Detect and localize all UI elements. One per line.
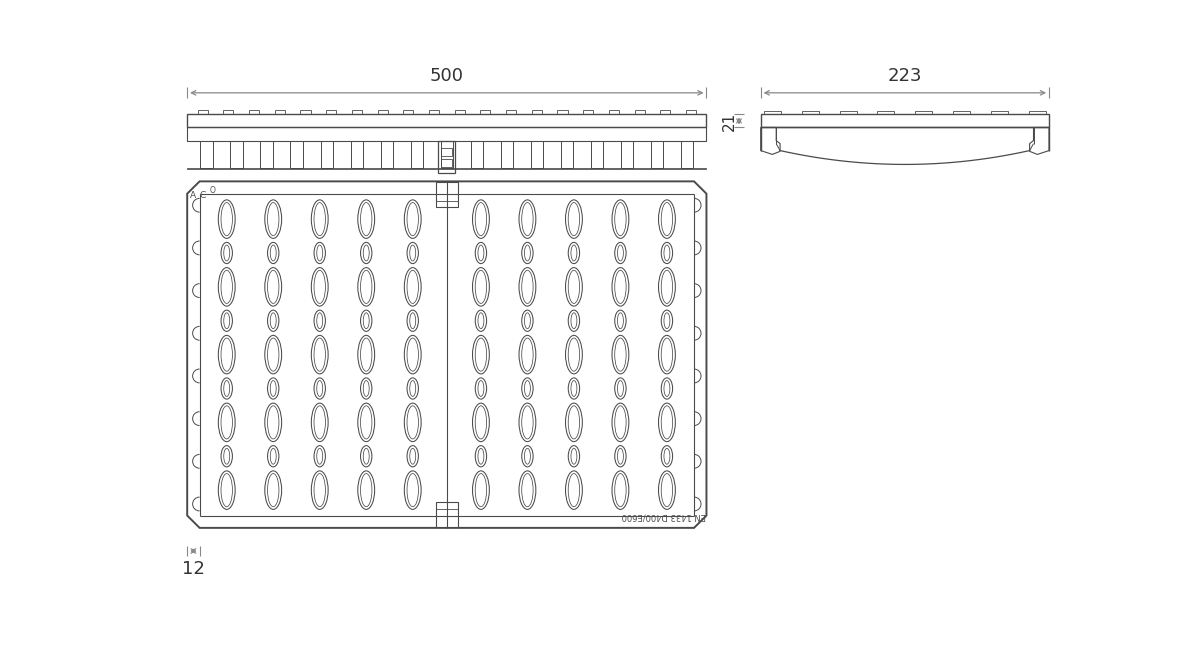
Bar xyxy=(187,128,707,141)
Text: 21: 21 xyxy=(721,111,737,130)
Text: O: O xyxy=(210,186,216,195)
Bar xyxy=(438,141,455,173)
Text: A: A xyxy=(191,191,197,200)
Bar xyxy=(480,110,491,114)
Bar xyxy=(506,110,516,114)
Bar xyxy=(583,110,593,114)
Bar xyxy=(763,111,781,114)
Bar xyxy=(350,141,362,168)
Bar xyxy=(320,141,332,168)
Bar xyxy=(290,141,302,168)
Text: 500: 500 xyxy=(430,67,464,85)
Bar xyxy=(916,111,932,114)
Polygon shape xyxy=(187,182,707,528)
Bar xyxy=(660,110,671,114)
Bar xyxy=(187,114,707,128)
Bar xyxy=(560,141,574,168)
Bar xyxy=(250,110,259,114)
Bar xyxy=(428,110,439,114)
Bar xyxy=(470,141,484,168)
Bar xyxy=(200,141,212,168)
Bar xyxy=(500,141,514,168)
Bar xyxy=(1028,111,1046,114)
Bar xyxy=(198,110,208,114)
Bar xyxy=(953,111,970,114)
Bar xyxy=(275,110,284,114)
Bar xyxy=(680,141,694,168)
Bar xyxy=(223,110,234,114)
Bar xyxy=(590,141,604,168)
Text: 223: 223 xyxy=(888,67,922,85)
Bar xyxy=(442,159,452,166)
Bar xyxy=(440,141,454,168)
Bar xyxy=(620,141,634,168)
Bar xyxy=(840,111,857,114)
Bar xyxy=(877,111,894,114)
Bar xyxy=(230,141,242,168)
Bar xyxy=(686,110,696,114)
Bar xyxy=(608,110,619,114)
Bar xyxy=(436,503,457,527)
Bar xyxy=(260,141,272,168)
Text: 12: 12 xyxy=(182,560,205,578)
Bar xyxy=(761,114,1049,128)
Bar xyxy=(635,110,644,114)
Bar xyxy=(300,110,311,114)
Bar xyxy=(380,141,392,168)
Bar xyxy=(410,141,422,168)
Bar xyxy=(991,111,1008,114)
Bar xyxy=(352,110,362,114)
Bar xyxy=(403,110,413,114)
Text: C: C xyxy=(199,191,206,200)
Bar xyxy=(378,110,388,114)
Bar xyxy=(802,111,818,114)
Bar xyxy=(436,182,457,207)
Bar xyxy=(442,148,452,156)
Bar xyxy=(455,110,464,114)
Bar xyxy=(532,110,542,114)
Bar xyxy=(650,141,664,168)
Bar xyxy=(558,110,568,114)
Text: EN 1433 D400/E600: EN 1433 D400/E600 xyxy=(622,512,706,521)
Bar xyxy=(530,141,544,168)
Bar xyxy=(326,110,336,114)
